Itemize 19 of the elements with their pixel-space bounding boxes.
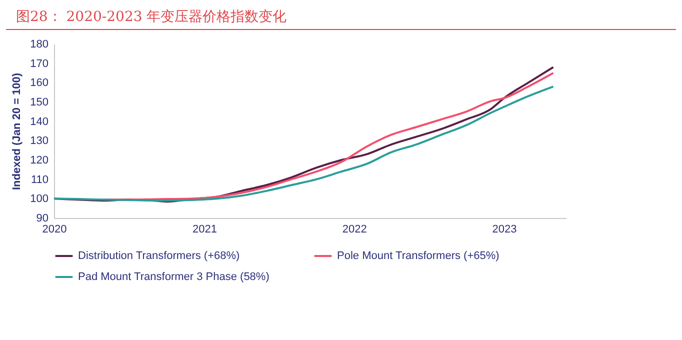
y-tick-label: 110 — [30, 174, 48, 186]
legend-label: Pole Mount Transformers (+65%) — [337, 250, 500, 262]
y-tick-label: 180 — [30, 38, 48, 50]
legend-label: Pad Mount Transformer 3 Phase (58%) — [78, 271, 270, 283]
x-tick-label: 2020 — [42, 224, 67, 236]
y-tick-label: 90 — [36, 212, 48, 224]
x-tick-label: 2023 — [492, 224, 517, 236]
y-tick-label: 100 — [30, 193, 48, 206]
y-tick-label: 160 — [30, 77, 48, 90]
y-tick-label: 120 — [30, 154, 48, 166]
legend-label: Distribution Transformers (+68%) — [78, 250, 240, 262]
chart-title: 图28： 2020-2023 年变压器价格指数变化 — [6, 0, 676, 30]
y-tick-label: 170 — [30, 58, 48, 70]
x-tick-label: 2021 — [192, 224, 218, 236]
y-axis-title: Indexed (Jan 20 = 100) — [11, 72, 24, 190]
y-tick-label: 150 — [30, 96, 48, 108]
y-tick-label: 140 — [30, 116, 48, 128]
x-tick-label: 2022 — [342, 224, 367, 236]
y-tick-label: 130 — [30, 135, 48, 148]
